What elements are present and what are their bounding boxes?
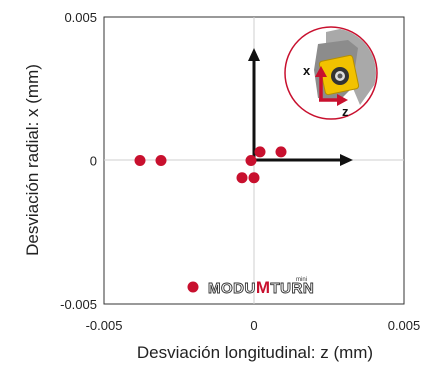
x-tick-label-3: 0.005 (388, 318, 421, 333)
y-tick-label-3: -0.005 (60, 297, 97, 312)
logo-superscript: mini (296, 277, 307, 283)
data-point-6 (236, 172, 248, 184)
logo-text-right: TURN (271, 280, 315, 297)
modumturn-logo: MODUMTURN mini (187, 277, 314, 297)
data-point-1 (134, 155, 146, 166)
data-point-7 (248, 172, 260, 184)
y-axis-title: Desviación radial: x (mm) (23, 64, 42, 256)
x-tick-label-1: -0.005 (86, 318, 123, 333)
x-axis-title: Desviación longitudinal: z (mm) (137, 343, 373, 362)
data-points (134, 146, 287, 184)
inset-axis-arrows (315, 66, 348, 106)
logo-text-mid: M (256, 278, 271, 297)
logo-text-left: MODU (208, 280, 256, 297)
y-tick-label-2: 0 (90, 154, 97, 169)
tick-labels: -0.005 0 0.005 0.005 0 -0.005 (60, 10, 420, 333)
logo-dot (187, 281, 199, 293)
inset-z-label: z (342, 104, 349, 119)
svg-text:MODUMTURN: MODUMTURN (208, 278, 314, 297)
x-tick-label-2: 0 (250, 318, 257, 333)
tool-inset: x z (284, 26, 378, 120)
data-point-4 (254, 146, 266, 158)
data-point-5 (275, 146, 287, 158)
inset-x-label: x (303, 63, 311, 78)
y-tick-label-1: 0.005 (64, 10, 97, 25)
direction-arrows (248, 48, 353, 166)
data-point-3 (245, 155, 257, 166)
data-point-2 (155, 155, 167, 166)
